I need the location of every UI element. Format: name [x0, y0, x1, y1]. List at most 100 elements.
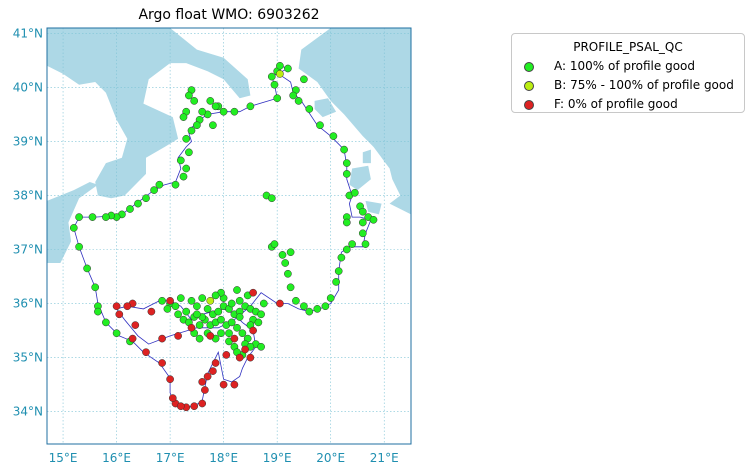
profile-point-bad[interactable]	[198, 378, 207, 386]
profile-point-bad[interactable]	[249, 288, 257, 297]
profile-point-bad[interactable]	[158, 334, 166, 343]
profile-point-good[interactable]	[163, 305, 172, 313]
profile-point-good[interactable]	[329, 132, 338, 140]
profile-point-good[interactable]	[171, 302, 180, 311]
profile-point-good[interactable]	[198, 107, 207, 116]
profile-point-good[interactable]	[83, 264, 91, 273]
profile-point-good[interactable]	[182, 307, 191, 316]
profile-point-good[interactable]	[187, 126, 196, 135]
profile-point-good[interactable]	[193, 121, 201, 130]
profile-point-good[interactable]	[211, 102, 220, 111]
profile-point-good[interactable]	[332, 278, 340, 286]
profile-point-good[interactable]	[361, 240, 370, 248]
profile-point-good[interactable]	[75, 213, 83, 221]
profile-point-good[interactable]	[75, 242, 83, 251]
profile-point-good[interactable]	[273, 94, 282, 103]
profile-point-good[interactable]	[206, 97, 215, 105]
profile-point-good[interactable]	[276, 61, 284, 70]
profile-point-good[interactable]	[195, 321, 204, 329]
profile-point-good[interactable]	[286, 248, 295, 257]
profile-point-good[interactable]	[235, 296, 244, 305]
profile-point-bad[interactable]	[112, 302, 121, 311]
profile-point-bad[interactable]	[158, 359, 166, 367]
profile-point-bad[interactable]	[241, 345, 249, 354]
profile-point-bad[interactable]	[128, 334, 137, 343]
profile-point-good[interactable]	[257, 342, 265, 351]
profile-point-good[interactable]	[193, 310, 201, 319]
profile-point-good[interactable]	[358, 229, 367, 238]
profile-point-bad[interactable]	[209, 367, 217, 375]
profile-point-good[interactable]	[94, 307, 102, 316]
profile-point-good[interactable]	[286, 283, 295, 292]
profile-point-good[interactable]	[340, 145, 348, 154]
profile-point-good[interactable]	[254, 318, 263, 327]
profile-point-good[interactable]	[171, 180, 180, 189]
profile-point-good[interactable]	[246, 102, 255, 111]
profile-point-good[interactable]	[198, 294, 207, 302]
profile-point-bad[interactable]	[166, 296, 174, 305]
profile-point-good[interactable]	[300, 75, 308, 84]
profile-point-good[interactable]	[342, 159, 351, 167]
profile-point-good[interactable]	[227, 318, 236, 327]
profile-point-good[interactable]	[214, 307, 223, 316]
profile-point-good[interactable]	[126, 205, 134, 213]
profile-point-good[interactable]	[292, 296, 300, 305]
profile-point-good[interactable]	[174, 310, 182, 319]
profile-point-good[interactable]	[185, 148, 193, 157]
profile-point-good[interactable]	[225, 329, 233, 338]
profile-point-bad[interactable]	[198, 399, 207, 408]
profile-point-good[interactable]	[369, 215, 378, 224]
profile-point-good[interactable]	[313, 305, 322, 313]
profile-point-good[interactable]	[219, 107, 228, 116]
profile-point-good[interactable]	[348, 240, 356, 248]
profile-point-good[interactable]	[176, 156, 185, 165]
profile-point-good[interactable]	[195, 334, 204, 343]
profile-point-good[interactable]	[358, 207, 367, 216]
profile-point-good[interactable]	[203, 305, 212, 313]
profile-point-good[interactable]	[179, 113, 188, 121]
profile-point-good[interactable]	[209, 121, 217, 130]
profile-point-good[interactable]	[270, 240, 279, 248]
profile-point-bad[interactable]	[176, 402, 185, 411]
profile-point-good[interactable]	[334, 267, 343, 275]
profile-point-bad[interactable]	[235, 353, 244, 362]
profile-point-bad[interactable]	[123, 302, 132, 311]
profile-point-good[interactable]	[176, 294, 185, 302]
profile-point-good[interactable]	[102, 318, 110, 327]
profile-point-bad[interactable]	[174, 332, 182, 340]
profile-point-bad[interactable]	[115, 310, 124, 319]
profile-point-good[interactable]	[342, 218, 351, 227]
profile-point-good[interactable]	[233, 286, 241, 294]
profile-point-good[interactable]	[182, 164, 191, 173]
profile-point-good[interactable]	[185, 91, 193, 100]
profile-point-good[interactable]	[267, 194, 276, 203]
profile-point-good[interactable]	[305, 307, 314, 316]
profile-point-bad[interactable]	[206, 332, 215, 340]
profile-point-good[interactable]	[230, 107, 239, 116]
profile-point-good[interactable]	[337, 253, 346, 262]
profile-point-good[interactable]	[142, 194, 150, 203]
profile-point-good[interactable]	[211, 291, 220, 300]
profile-point-good[interactable]	[284, 64, 292, 73]
profile-point-bad[interactable]	[230, 334, 239, 343]
profile-point-good[interactable]	[342, 170, 351, 178]
profile-point-good[interactable]	[281, 259, 290, 267]
profile-point-bad[interactable]	[230, 380, 239, 389]
profile-point-good[interactable]	[150, 186, 158, 194]
profile-point-good[interactable]	[350, 188, 359, 197]
profile-point-good[interactable]	[91, 283, 100, 292]
profile-point-good[interactable]	[289, 91, 298, 100]
profile-point-bad[interactable]	[131, 321, 140, 329]
profile-point-good[interactable]	[190, 97, 199, 105]
profile-point-bad[interactable]	[201, 386, 209, 394]
profile-point-good[interactable]	[193, 302, 201, 311]
profile-point-good[interactable]	[238, 329, 247, 338]
profile-point-good[interactable]	[134, 199, 142, 208]
profile-point-good[interactable]	[321, 302, 330, 311]
profile-point-bad[interactable]	[190, 402, 199, 411]
profile-point-bad[interactable]	[211, 359, 220, 367]
profile-point-good[interactable]	[305, 105, 314, 113]
profile-point-good[interactable]	[155, 180, 164, 189]
profile-point-bad[interactable]	[187, 323, 196, 332]
profile-point-good[interactable]	[182, 134, 191, 143]
